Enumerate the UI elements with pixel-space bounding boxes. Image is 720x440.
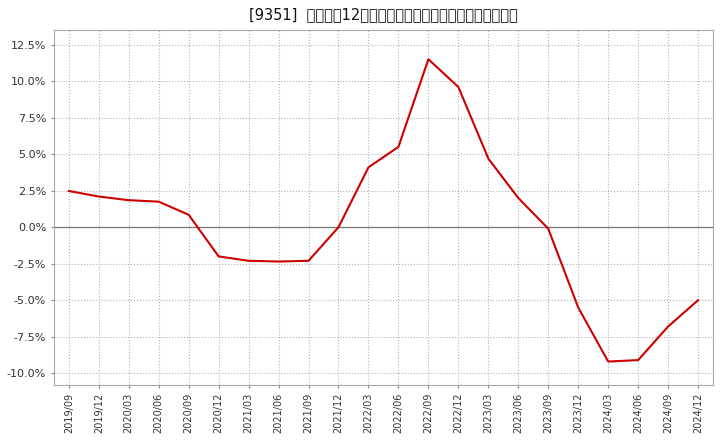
Title: [9351]  売上高の12か月移動合計の対前年同期増減率の推移: [9351] 売上高の12か月移動合計の対前年同期増減率の推移: [249, 7, 518, 22]
